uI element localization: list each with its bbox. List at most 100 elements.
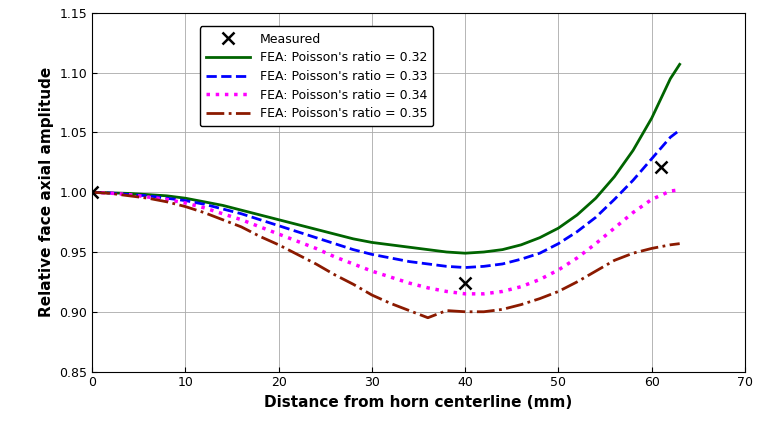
FEA: Poisson's ratio = 0.32: (44, 0.952): Poisson's ratio = 0.32: (44, 0.952) <box>498 247 507 252</box>
FEA: Poisson's ratio = 0.32: (60, 1.06): Poisson's ratio = 0.32: (60, 1.06) <box>647 115 657 121</box>
Y-axis label: Relative face axial amplitude: Relative face axial amplitude <box>38 67 54 318</box>
FEA: Poisson's ratio = 0.35: (46, 0.906): Poisson's ratio = 0.35: (46, 0.906) <box>517 302 526 307</box>
FEA: Poisson's ratio = 0.34: (48, 0.927): Poisson's ratio = 0.34: (48, 0.927) <box>535 277 545 282</box>
FEA: Poisson's ratio = 0.33: (38, 0.938): Poisson's ratio = 0.33: (38, 0.938) <box>442 264 451 269</box>
FEA: Poisson's ratio = 0.33: (48, 0.949): Poisson's ratio = 0.33: (48, 0.949) <box>535 251 545 256</box>
FEA: Poisson's ratio = 0.35: (22, 0.948): Poisson's ratio = 0.35: (22, 0.948) <box>293 252 302 257</box>
FEA: Poisson's ratio = 0.32: (34, 0.954): Poisson's ratio = 0.32: (34, 0.954) <box>405 245 414 250</box>
FEA: Poisson's ratio = 0.34: (2, 0.999): Poisson's ratio = 0.34: (2, 0.999) <box>106 191 115 196</box>
FEA: Poisson's ratio = 0.32: (0, 1): Poisson's ratio = 0.32: (0, 1) <box>88 190 97 195</box>
FEA: Poisson's ratio = 0.33: (60, 1.03): Poisson's ratio = 0.33: (60, 1.03) <box>647 156 657 162</box>
FEA: Poisson's ratio = 0.33: (62, 1.05): Poisson's ratio = 0.33: (62, 1.05) <box>666 135 675 140</box>
FEA: Poisson's ratio = 0.32: (62, 1.09): Poisson's ratio = 0.32: (62, 1.09) <box>666 76 675 81</box>
FEA: Poisson's ratio = 0.32: (16, 0.985): Poisson's ratio = 0.32: (16, 0.985) <box>237 208 246 213</box>
Legend: Measured, FEA: Poisson's ratio = 0.32, FEA: Poisson's ratio = 0.33, FEA: Poisson: Measured, FEA: Poisson's ratio = 0.32, F… <box>200 26 433 127</box>
FEA: Poisson's ratio = 0.32: (50, 0.97): Poisson's ratio = 0.32: (50, 0.97) <box>554 226 563 231</box>
FEA: Poisson's ratio = 0.32: (26, 0.965): Poisson's ratio = 0.32: (26, 0.965) <box>330 232 339 237</box>
FEA: Poisson's ratio = 0.33: (12, 0.99): Poisson's ratio = 0.33: (12, 0.99) <box>200 202 209 207</box>
FEA: Poisson's ratio = 0.35: (56, 0.943): Poisson's ratio = 0.35: (56, 0.943) <box>610 258 619 263</box>
FEA: Poisson's ratio = 0.35: (32, 0.907): Poisson's ratio = 0.35: (32, 0.907) <box>386 301 396 306</box>
FEA: Poisson's ratio = 0.33: (18, 0.977): Poisson's ratio = 0.33: (18, 0.977) <box>256 217 265 222</box>
FEA: Poisson's ratio = 0.34: (20, 0.965): Poisson's ratio = 0.34: (20, 0.965) <box>274 232 283 237</box>
FEA: Poisson's ratio = 0.34: (18, 0.971): Poisson's ratio = 0.34: (18, 0.971) <box>256 224 265 229</box>
FEA: Poisson's ratio = 0.35: (44, 0.902): Poisson's ratio = 0.35: (44, 0.902) <box>498 307 507 312</box>
FEA: Poisson's ratio = 0.33: (28, 0.952): Poisson's ratio = 0.33: (28, 0.952) <box>349 247 358 252</box>
FEA: Poisson's ratio = 0.35: (6, 0.995): Poisson's ratio = 0.35: (6, 0.995) <box>144 196 153 201</box>
FEA: Poisson's ratio = 0.34: (8, 0.994): Poisson's ratio = 0.34: (8, 0.994) <box>162 197 171 202</box>
FEA: Poisson's ratio = 0.33: (63, 1.05): Poisson's ratio = 0.33: (63, 1.05) <box>675 127 684 133</box>
FEA: Poisson's ratio = 0.33: (34, 0.942): Poisson's ratio = 0.33: (34, 0.942) <box>405 259 414 264</box>
FEA: Poisson's ratio = 0.34: (52, 0.945): Poisson's ratio = 0.34: (52, 0.945) <box>572 255 581 260</box>
FEA: Poisson's ratio = 0.35: (12, 0.983): Poisson's ratio = 0.35: (12, 0.983) <box>200 210 209 215</box>
FEA: Poisson's ratio = 0.35: (16, 0.971): Poisson's ratio = 0.35: (16, 0.971) <box>237 224 246 229</box>
Measured <box>88 190 97 195</box>
FEA: Poisson's ratio = 0.32: (30, 0.958): Poisson's ratio = 0.32: (30, 0.958) <box>367 240 376 245</box>
FEA: Poisson's ratio = 0.34: (44, 0.917): Poisson's ratio = 0.34: (44, 0.917) <box>498 289 507 294</box>
FEA: Poisson's ratio = 0.34: (63, 1): Poisson's ratio = 0.34: (63, 1) <box>675 187 684 192</box>
FEA: Poisson's ratio = 0.32: (40, 0.949): Poisson's ratio = 0.32: (40, 0.949) <box>461 251 470 256</box>
FEA: Poisson's ratio = 0.33: (58, 1.01): Poisson's ratio = 0.33: (58, 1.01) <box>628 178 637 183</box>
FEA: Poisson's ratio = 0.35: (34, 0.901): Poisson's ratio = 0.35: (34, 0.901) <box>405 308 414 313</box>
FEA: Poisson's ratio = 0.32: (38, 0.95): Poisson's ratio = 0.32: (38, 0.95) <box>442 249 451 254</box>
Measured <box>657 165 666 170</box>
FEA: Poisson's ratio = 0.34: (6, 0.996): Poisson's ratio = 0.34: (6, 0.996) <box>144 194 153 200</box>
FEA: Poisson's ratio = 0.33: (44, 0.94): Poisson's ratio = 0.33: (44, 0.94) <box>498 261 507 267</box>
Line: FEA: Poisson's ratio = 0.35: FEA: Poisson's ratio = 0.35 <box>92 192 680 318</box>
FEA: Poisson's ratio = 0.32: (63, 1.11): Poisson's ratio = 0.32: (63, 1.11) <box>675 62 684 67</box>
FEA: Poisson's ratio = 0.32: (6, 0.998): Poisson's ratio = 0.32: (6, 0.998) <box>144 192 153 197</box>
FEA: Poisson's ratio = 0.33: (4, 0.998): Poisson's ratio = 0.33: (4, 0.998) <box>125 192 134 197</box>
FEA: Poisson's ratio = 0.35: (2, 0.999): Poisson's ratio = 0.35: (2, 0.999) <box>106 191 115 196</box>
FEA: Poisson's ratio = 0.34: (36, 0.92): Poisson's ratio = 0.34: (36, 0.92) <box>423 285 432 290</box>
FEA: Poisson's ratio = 0.33: (20, 0.972): Poisson's ratio = 0.33: (20, 0.972) <box>274 223 283 228</box>
FEA: Poisson's ratio = 0.34: (34, 0.924): Poisson's ratio = 0.34: (34, 0.924) <box>405 280 414 286</box>
FEA: Poisson's ratio = 0.34: (28, 0.94): Poisson's ratio = 0.34: (28, 0.94) <box>349 261 358 267</box>
FEA: Poisson's ratio = 0.33: (54, 0.979): Poisson's ratio = 0.33: (54, 0.979) <box>591 215 601 220</box>
FEA: Poisson's ratio = 0.34: (4, 0.998): Poisson's ratio = 0.34: (4, 0.998) <box>125 192 134 197</box>
FEA: Poisson's ratio = 0.32: (46, 0.956): Poisson's ratio = 0.32: (46, 0.956) <box>517 242 526 248</box>
FEA: Poisson's ratio = 0.34: (50, 0.935): Poisson's ratio = 0.34: (50, 0.935) <box>554 267 563 273</box>
FEA: Poisson's ratio = 0.35: (30, 0.914): Poisson's ratio = 0.35: (30, 0.914) <box>367 292 376 298</box>
FEA: Poisson's ratio = 0.33: (24, 0.962): Poisson's ratio = 0.33: (24, 0.962) <box>311 235 320 240</box>
FEA: Poisson's ratio = 0.32: (36, 0.952): Poisson's ratio = 0.32: (36, 0.952) <box>423 247 432 252</box>
FEA: Poisson's ratio = 0.35: (26, 0.931): Poisson's ratio = 0.35: (26, 0.931) <box>330 272 339 277</box>
FEA: Poisson's ratio = 0.35: (62, 0.956): Poisson's ratio = 0.35: (62, 0.956) <box>666 242 675 248</box>
FEA: Poisson's ratio = 0.34: (46, 0.921): Poisson's ratio = 0.34: (46, 0.921) <box>517 284 526 289</box>
FEA: Poisson's ratio = 0.32: (14, 0.989): Poisson's ratio = 0.32: (14, 0.989) <box>218 203 227 208</box>
FEA: Poisson's ratio = 0.34: (0, 1): Poisson's ratio = 0.34: (0, 1) <box>88 190 97 195</box>
FEA: Poisson's ratio = 0.32: (24, 0.969): Poisson's ratio = 0.32: (24, 0.969) <box>311 227 320 232</box>
FEA: Poisson's ratio = 0.32: (20, 0.977): Poisson's ratio = 0.32: (20, 0.977) <box>274 217 283 222</box>
FEA: Poisson's ratio = 0.34: (16, 0.977): Poisson's ratio = 0.34: (16, 0.977) <box>237 217 246 222</box>
FEA: Poisson's ratio = 0.32: (4, 0.999): Poisson's ratio = 0.32: (4, 0.999) <box>125 191 134 196</box>
FEA: Poisson's ratio = 0.34: (42, 0.915): Poisson's ratio = 0.34: (42, 0.915) <box>479 291 488 296</box>
FEA: Poisson's ratio = 0.34: (54, 0.957): Poisson's ratio = 0.34: (54, 0.957) <box>591 241 601 246</box>
FEA: Poisson's ratio = 0.34: (24, 0.953): Poisson's ratio = 0.34: (24, 0.953) <box>311 246 320 251</box>
FEA: Poisson's ratio = 0.32: (28, 0.961): Poisson's ratio = 0.32: (28, 0.961) <box>349 236 358 241</box>
Line: Measured: Measured <box>87 162 667 289</box>
FEA: Poisson's ratio = 0.34: (12, 0.987): Poisson's ratio = 0.34: (12, 0.987) <box>200 205 209 210</box>
FEA: Poisson's ratio = 0.33: (0, 1): Poisson's ratio = 0.33: (0, 1) <box>88 190 97 195</box>
FEA: Poisson's ratio = 0.33: (36, 0.94): Poisson's ratio = 0.33: (36, 0.94) <box>423 261 432 267</box>
FEA: Poisson's ratio = 0.34: (32, 0.929): Poisson's ratio = 0.34: (32, 0.929) <box>386 274 396 280</box>
FEA: Poisson's ratio = 0.33: (26, 0.957): Poisson's ratio = 0.33: (26, 0.957) <box>330 241 339 246</box>
FEA: Poisson's ratio = 0.35: (28, 0.923): Poisson's ratio = 0.35: (28, 0.923) <box>349 282 358 287</box>
FEA: Poisson's ratio = 0.32: (56, 1.01): Poisson's ratio = 0.32: (56, 1.01) <box>610 174 619 179</box>
FEA: Poisson's ratio = 0.33: (40, 0.937): Poisson's ratio = 0.33: (40, 0.937) <box>461 265 470 270</box>
FEA: Poisson's ratio = 0.35: (0, 1): Poisson's ratio = 0.35: (0, 1) <box>88 190 97 195</box>
FEA: Poisson's ratio = 0.32: (2, 1): Poisson's ratio = 0.32: (2, 1) <box>106 190 115 195</box>
FEA: Poisson's ratio = 0.33: (8, 0.995): Poisson's ratio = 0.33: (8, 0.995) <box>162 196 171 201</box>
FEA: Poisson's ratio = 0.32: (48, 0.962): Poisson's ratio = 0.32: (48, 0.962) <box>535 235 545 240</box>
FEA: Poisson's ratio = 0.35: (4, 0.997): Poisson's ratio = 0.35: (4, 0.997) <box>125 193 134 198</box>
FEA: Poisson's ratio = 0.35: (42, 0.9): Poisson's ratio = 0.35: (42, 0.9) <box>479 309 488 314</box>
FEA: Poisson's ratio = 0.35: (36, 0.895): Poisson's ratio = 0.35: (36, 0.895) <box>423 315 432 321</box>
FEA: Poisson's ratio = 0.35: (40, 0.9): Poisson's ratio = 0.35: (40, 0.9) <box>461 309 470 314</box>
FEA: Poisson's ratio = 0.33: (30, 0.948): Poisson's ratio = 0.33: (30, 0.948) <box>367 252 376 257</box>
FEA: Poisson's ratio = 0.35: (63, 0.957): Poisson's ratio = 0.35: (63, 0.957) <box>675 241 684 246</box>
FEA: Poisson's ratio = 0.33: (6, 0.997): Poisson's ratio = 0.33: (6, 0.997) <box>144 193 153 198</box>
Measured <box>461 280 470 286</box>
FEA: Poisson's ratio = 0.32: (12, 0.992): Poisson's ratio = 0.32: (12, 0.992) <box>200 199 209 204</box>
FEA: Poisson's ratio = 0.34: (38, 0.917): Poisson's ratio = 0.34: (38, 0.917) <box>442 289 451 294</box>
FEA: Poisson's ratio = 0.35: (60, 0.953): Poisson's ratio = 0.35: (60, 0.953) <box>647 246 657 251</box>
FEA: Poisson's ratio = 0.33: (32, 0.945): Poisson's ratio = 0.33: (32, 0.945) <box>386 255 396 260</box>
FEA: Poisson's ratio = 0.32: (52, 0.981): Poisson's ratio = 0.32: (52, 0.981) <box>572 213 581 218</box>
FEA: Poisson's ratio = 0.35: (54, 0.934): Poisson's ratio = 0.35: (54, 0.934) <box>591 269 601 274</box>
